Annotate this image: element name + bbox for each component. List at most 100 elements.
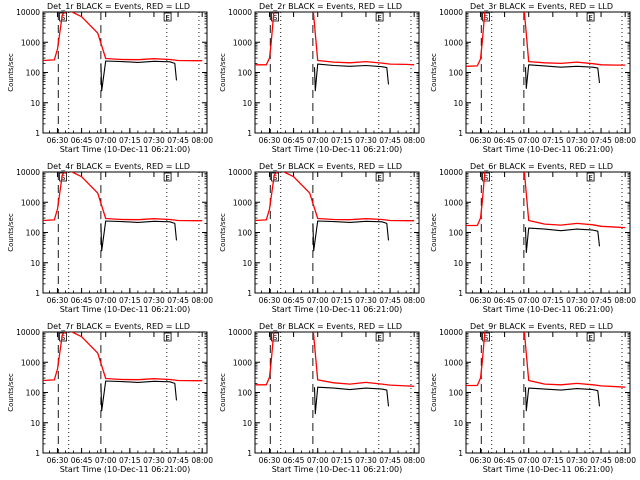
y-tick-label: 10 bbox=[453, 259, 463, 268]
marker-label: E bbox=[165, 14, 169, 22]
plot-area bbox=[255, 172, 415, 252]
marker-label: E bbox=[588, 14, 592, 22]
y-tick-label: 100 bbox=[238, 229, 253, 238]
marker-box bbox=[163, 332, 172, 342]
x-tick-label: 07:15 bbox=[542, 456, 564, 465]
x-axis-label: Start Time (10-Dec-11 06:21:00) bbox=[60, 145, 191, 154]
y-axis-label: Counts/sec bbox=[430, 213, 438, 252]
plot-area bbox=[255, 332, 415, 415]
x-tick-label: 07:30 bbox=[355, 456, 377, 465]
y-tick-label: 1000 bbox=[233, 198, 252, 207]
x-tick-label: 06:30 bbox=[259, 456, 281, 465]
y-tick-label: 1000 bbox=[21, 198, 40, 207]
plot-area bbox=[466, 172, 626, 253]
marker-label: E bbox=[377, 14, 381, 22]
y-axis-label: Counts/sec bbox=[430, 373, 438, 412]
x-tick-label: 08:00 bbox=[614, 456, 636, 465]
y-tick-label: 100 bbox=[26, 389, 41, 398]
x-tick-label: 07:30 bbox=[355, 296, 377, 305]
x-tick-label: 07:00 bbox=[95, 136, 117, 145]
y-axis-label: Counts/sec bbox=[219, 373, 227, 412]
marker-label: S bbox=[61, 334, 66, 342]
x-tick-label: 07:45 bbox=[590, 296, 612, 305]
chart-panel: Det_1r BLACK = Events, RED = LLD 1 10 100 10… bbox=[7, 2, 213, 154]
x-tick-label: 08:00 bbox=[614, 136, 636, 145]
series-line-events bbox=[524, 64, 601, 89]
chart-title: Det_4r BLACK = Events, RED = LLD bbox=[47, 162, 190, 171]
plot-area bbox=[466, 332, 626, 412]
series-line-events bbox=[100, 60, 178, 92]
marker-box bbox=[586, 12, 595, 22]
y-tick-label: 10 bbox=[242, 99, 252, 108]
y-tick-label: 10 bbox=[30, 259, 40, 268]
series-line-lld bbox=[43, 12, 203, 62]
series-line-lld bbox=[43, 172, 203, 222]
y-tick-label: 100 bbox=[26, 69, 41, 78]
x-tick-label: 07:30 bbox=[566, 296, 588, 305]
y-tick-label: 10000 bbox=[16, 8, 40, 17]
plot-frame bbox=[254, 171, 420, 294]
y-tick-label: 10000 bbox=[228, 168, 252, 177]
plot-area bbox=[43, 172, 203, 252]
x-tick-label: 08:00 bbox=[191, 296, 213, 305]
marker-label: E bbox=[588, 174, 592, 182]
y-tick-label: 10 bbox=[30, 99, 40, 108]
marker-label: E bbox=[165, 174, 169, 182]
x-tick-label: 06:30 bbox=[47, 456, 69, 465]
y-axis-label: Counts/sec bbox=[7, 53, 15, 92]
marker-label: S bbox=[273, 334, 278, 342]
x-tick-label: 08:00 bbox=[403, 296, 425, 305]
series-line-events bbox=[524, 387, 601, 412]
y-tick-label: 1 bbox=[247, 129, 252, 138]
x-tick-label: 08:00 bbox=[614, 296, 636, 305]
x-tick-label: 07:15 bbox=[331, 296, 353, 305]
series-line-events bbox=[100, 220, 178, 252]
y-tick-label: 10 bbox=[453, 99, 463, 108]
chart-panel: Det_2r BLACK = Events, RED = LLD 1 10 100 10… bbox=[219, 2, 425, 154]
x-tick-label: 06:45 bbox=[283, 456, 305, 465]
x-tick-label: 07:45 bbox=[167, 136, 189, 145]
series-line-lld bbox=[466, 12, 626, 67]
x-tick-label: 06:30 bbox=[47, 296, 69, 305]
x-tick-label: 07:30 bbox=[143, 296, 165, 305]
x-tick-label: 07:15 bbox=[119, 136, 141, 145]
y-tick-label: 1000 bbox=[233, 38, 252, 47]
x-tick-label: 06:45 bbox=[494, 296, 516, 305]
chart-panel: Det_4r BLACK = Events, RED = LLD 1 10 100 10… bbox=[7, 162, 213, 314]
series-line-lld bbox=[255, 172, 415, 222]
chart-title: Det_7r BLACK = Events, RED = LLD bbox=[47, 322, 190, 331]
y-tick-label: 100 bbox=[449, 69, 464, 78]
chart-title: Det_3r BLACK = Events, RED = LLD bbox=[470, 2, 613, 11]
x-tick-label: 06:45 bbox=[71, 456, 93, 465]
x-tick-label: 07:15 bbox=[331, 136, 353, 145]
x-tick-label: 08:00 bbox=[403, 456, 425, 465]
x-tick-label: 06:45 bbox=[283, 136, 305, 145]
y-axis-label: Counts/sec bbox=[7, 213, 15, 252]
y-tick-label: 10000 bbox=[439, 328, 463, 337]
marker-box bbox=[59, 172, 67, 182]
y-axis-label: Counts/sec bbox=[219, 53, 227, 92]
x-tick-label: 07:00 bbox=[95, 456, 117, 465]
chart-title: Det_2r BLACK = Events, RED = LLD bbox=[259, 2, 402, 11]
series-line-events bbox=[524, 227, 601, 253]
x-tick-label: 07:45 bbox=[379, 456, 401, 465]
marker-box bbox=[375, 172, 384, 182]
y-tick-label: 1 bbox=[458, 129, 463, 138]
x-tick-label: 07:00 bbox=[95, 296, 117, 305]
y-tick-label: 100 bbox=[449, 229, 464, 238]
x-tick-label: 07:15 bbox=[331, 456, 353, 465]
x-tick-label: 07:45 bbox=[379, 136, 401, 145]
y-tick-label: 1 bbox=[35, 129, 40, 138]
marker-label: S bbox=[484, 14, 489, 22]
marker-box bbox=[586, 172, 595, 182]
x-tick-label: 07:30 bbox=[143, 456, 165, 465]
plot-frame bbox=[465, 11, 631, 134]
plot-frame bbox=[254, 11, 420, 134]
x-tick-label: 06:30 bbox=[259, 296, 281, 305]
series-line-lld bbox=[43, 332, 203, 382]
series-line-lld bbox=[255, 332, 415, 387]
series-line-lld bbox=[466, 332, 626, 388]
x-axis-label: Start Time (10-Dec-11 06:21:00) bbox=[272, 465, 403, 474]
x-tick-label: 07:00 bbox=[307, 456, 329, 465]
